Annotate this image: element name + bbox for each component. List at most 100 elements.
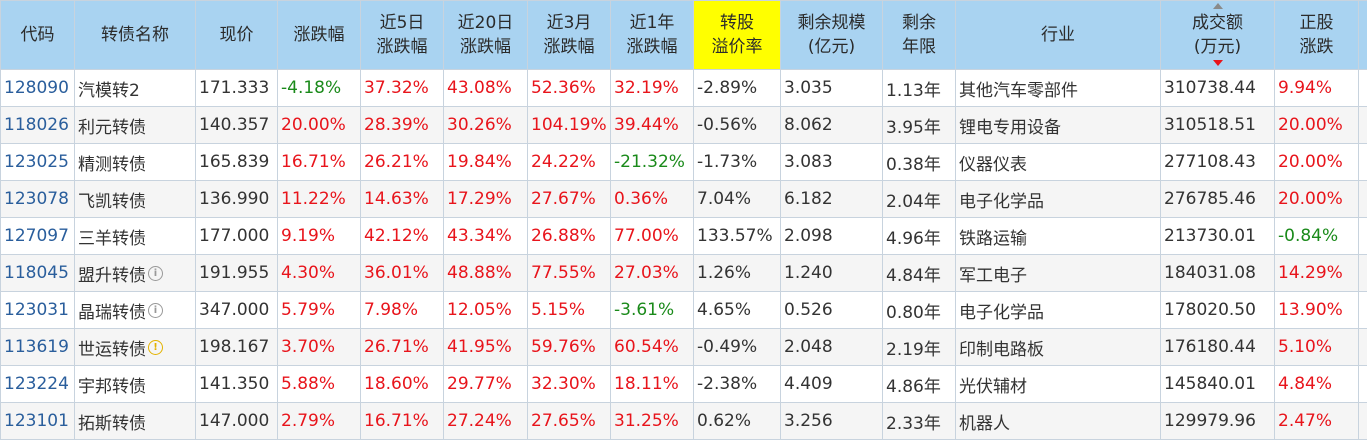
cell-remaining-scale: 3.083	[780, 143, 883, 181]
cell-name[interactable]: 盟升转债 i	[74, 254, 196, 292]
table-header: 代码 转债名称 现价 涨跌幅 近5日 涨跌幅 近20日 涨跌幅 近3月 涨跌幅 近1年 涨跌幅 转股 溢价…	[0, 0, 1367, 70]
table-row[interactable]: 118045 盟升转债 i 191.955 4.30% 36.01% 48.88% 77.55…	[0, 254, 1367, 292]
cell-name[interactable]: 三羊转债	[74, 217, 196, 255]
cell-price: 141.350	[195, 365, 278, 403]
column-header-premium-rate[interactable]: 转股 溢价率	[693, 0, 781, 70]
cell-change-20d: 27.24%	[443, 402, 528, 440]
bond-name-wrap: 三羊转债	[78, 224, 146, 249]
cell-change-3m: 26.88%	[527, 217, 611, 255]
column-header-change-5d[interactable]: 近5日 涨跌幅	[360, 0, 444, 70]
cell-premium-rate: -0.56%	[693, 106, 781, 144]
cell-price: 147.000	[195, 402, 278, 440]
column-header-remaining-scale[interactable]: 剩余规模 (亿元)	[780, 0, 883, 70]
column-header-sublabel: (万元)	[1193, 37, 1242, 57]
column-header-change-3m[interactable]: 近3月 涨跌幅	[527, 0, 611, 70]
info-icon[interactable]: i	[148, 302, 163, 318]
sort-descending-icon[interactable]	[1212, 60, 1223, 66]
cell-change-3m: 24.22%	[527, 143, 611, 181]
bond-name: 汽模转2	[78, 80, 140, 101]
header-row: 代码 转债名称 现价 涨跌幅 近5日 涨跌幅 近20日 涨跌幅 近3月 涨跌幅 近1年 涨跌幅 转股 溢价…	[0, 0, 1367, 70]
cell-code[interactable]: 123224	[0, 365, 75, 403]
bond-name-wrap: 宇邦转债	[78, 372, 146, 397]
column-header-remaining-years[interactable]: 剩余 年限	[882, 0, 956, 70]
cell-name[interactable]: 飞凯转债	[74, 180, 196, 218]
cell-change-3m: 27.65%	[527, 402, 611, 440]
column-header-name[interactable]: 转债名称	[74, 0, 196, 70]
column-header-stock-change[interactable]: 正股 涨跌	[1274, 0, 1359, 70]
sort-ascending-icon[interactable]	[1212, 3, 1223, 9]
column-header-change-20d[interactable]: 近20日 涨跌幅	[443, 0, 528, 70]
table-row[interactable]: 123101 拓斯转债 147.000 2.79% 16.71% 27.24% 27.65%…	[0, 402, 1367, 440]
cell-extra	[1358, 365, 1367, 403]
cell-change-5d: 26.21%	[360, 143, 444, 181]
cell-extra	[1358, 402, 1367, 440]
cell-industry: 仪器仪表	[955, 143, 1161, 181]
cell-remaining-scale: 6.182	[780, 180, 883, 218]
column-header-change-1y[interactable]: 近1年 涨跌幅	[610, 0, 694, 70]
cell-name[interactable]: 精测转债	[74, 143, 196, 181]
table-row[interactable]: 118026 利元转债 140.357 20.00% 28.39% 30.26% 104.1…	[0, 106, 1367, 144]
column-header-sublabel: 溢价率	[711, 37, 763, 57]
cell-price: 136.990	[195, 180, 278, 218]
cell-premium-rate: -2.89%	[693, 69, 781, 107]
column-header-label: 正股	[1299, 13, 1334, 33]
cell-code[interactable]: 118026	[0, 106, 75, 144]
cell-change-3m: 32.30%	[527, 365, 611, 403]
table-row[interactable]: 127097 三羊转债 177.000 9.19% 42.12% 43.34% 26.88%…	[0, 217, 1367, 255]
cell-turnover: 310518.51	[1160, 106, 1275, 144]
cell-name[interactable]: 宇邦转债	[74, 365, 196, 403]
cell-code[interactable]: 113619	[0, 328, 75, 366]
cell-stock-change: 9.94%	[1274, 69, 1359, 107]
table-row[interactable]: 128090 汽模转2 171.333 -4.18% 37.32% 43.08% 52.36…	[0, 69, 1367, 107]
cell-extra	[1358, 291, 1367, 329]
cell-change-3m: 27.67%	[527, 180, 611, 218]
info-icon[interactable]: i	[148, 265, 163, 281]
cell-remaining-scale: 1.240	[780, 254, 883, 292]
cell-remaining-years: 0.80年	[882, 291, 956, 329]
cell-name[interactable]: 世运转债!	[74, 328, 196, 366]
cell-name[interactable]: 晶瑞转债 i	[74, 291, 196, 329]
cell-remaining-years: 2.19年	[882, 328, 956, 366]
column-header-label: 剩余	[902, 13, 936, 33]
table-row[interactable]: 113619 世运转债! 198.167 3.70% 26.71% 41.95% 59.76…	[0, 328, 1367, 366]
table-row[interactable]: 123025 精测转债 165.839 16.71% 26.21% 19.84% 24.22…	[0, 143, 1367, 181]
cell-change-5d: 16.71%	[360, 402, 444, 440]
cell-premium-rate: -1.73%	[693, 143, 781, 181]
cell-industry: 机器人	[955, 402, 1161, 440]
cell-code[interactable]: 127097	[0, 217, 75, 255]
cell-change-5d: 14.63%	[360, 180, 444, 218]
cell-extra	[1358, 143, 1367, 181]
cell-code[interactable]: 123025	[0, 143, 75, 181]
cell-code[interactable]: 128090	[0, 69, 75, 107]
cell-stock-change: 14.29%	[1274, 254, 1359, 292]
cell-remaining-scale: 2.098	[780, 217, 883, 255]
cell-change: 5.88%	[277, 365, 361, 403]
cell-code[interactable]: 123078	[0, 180, 75, 218]
cell-premium-rate: -0.49%	[693, 328, 781, 366]
cell-name[interactable]: 拓斯转债	[74, 402, 196, 440]
table-row[interactable]: 123031 晶瑞转债 i 347.000 5.79% 7.98% 12.05% 5.15% -…	[0, 291, 1367, 329]
column-header-label: 转股	[720, 13, 754, 33]
bond-name: 利元转债	[78, 117, 146, 138]
warning-icon[interactable]: !	[148, 339, 163, 355]
column-header-price[interactable]: 现价	[195, 0, 278, 70]
column-header-label: 现价	[219, 25, 254, 45]
cell-stock-change: 13.90%	[1274, 291, 1359, 329]
column-header-industry[interactable]: 行业	[955, 0, 1161, 70]
column-header-code[interactable]: 代码	[0, 0, 75, 70]
table-row[interactable]: 123224 宇邦转债 141.350 5.88% 18.60% 29.77% 32.30%…	[0, 365, 1367, 403]
cell-code[interactable]: 123031	[0, 291, 75, 329]
cell-name[interactable]: 汽模转2	[74, 69, 196, 107]
cell-name[interactable]: 利元转债	[74, 106, 196, 144]
cell-price: 347.000	[195, 291, 278, 329]
column-header-turnover[interactable]: 成交额 (万元)	[1160, 0, 1275, 70]
table-row[interactable]: 123078 飞凯转债 136.990 11.22% 14.63% 17.29% 27.67…	[0, 180, 1367, 218]
cell-stock-change: -0.84%	[1274, 217, 1359, 255]
column-header-extra	[1358, 0, 1367, 70]
cell-turnover: 129979.96	[1160, 402, 1275, 440]
column-header-change[interactable]: 涨跌幅	[277, 0, 361, 70]
cell-premium-rate: 4.65%	[693, 291, 781, 329]
cell-price: 198.167	[195, 328, 278, 366]
cell-code[interactable]: 118045	[0, 254, 75, 292]
cell-code[interactable]: 123101	[0, 402, 75, 440]
